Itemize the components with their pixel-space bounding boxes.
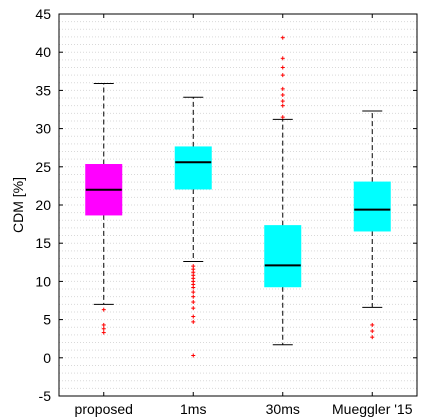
- outlier-point: [191, 285, 196, 290]
- outlier-point: [280, 115, 285, 120]
- y-tick-label: 0: [43, 350, 51, 366]
- outlier-point: [191, 290, 196, 295]
- outlier-point: [191, 300, 196, 305]
- outlier-point: [101, 330, 106, 335]
- y-axis: -5 0 5 10 15 20 25 30 35 40 45: [35, 6, 417, 404]
- outlier-point: [280, 56, 285, 61]
- outlier-point: [191, 353, 196, 358]
- y-tick-label: 20: [35, 197, 51, 213]
- outlier-point: [191, 294, 196, 299]
- box-0: [85, 83, 123, 335]
- outlier-point: [191, 319, 196, 324]
- y-tick-label: -5: [39, 388, 52, 404]
- outlier-point: [101, 307, 106, 312]
- y-tick-label: 25: [35, 159, 51, 175]
- x-tick-label: 1ms: [180, 401, 206, 417]
- y-tick-label: 15: [35, 235, 51, 251]
- x-tick-label: 30ms: [266, 401, 300, 417]
- outlier-point: [280, 92, 285, 97]
- outlier-point: [370, 329, 375, 334]
- y-tick-label: 35: [35, 82, 51, 98]
- box-body: [174, 146, 212, 190]
- x-tick-label: proposed: [75, 401, 133, 417]
- y-tick-label: 10: [35, 273, 51, 289]
- outlier-point: [370, 322, 375, 327]
- outlier-point: [191, 314, 196, 319]
- box-body: [353, 181, 391, 232]
- boxes: [85, 35, 391, 358]
- outlier-point: [370, 335, 375, 340]
- box-2: [264, 35, 302, 346]
- box-1: [174, 96, 212, 358]
- box-body: [264, 225, 302, 288]
- y-tick-label: 40: [35, 44, 51, 60]
- y-tick-label: 45: [35, 6, 51, 22]
- y-tick-label: 30: [35, 121, 51, 137]
- outlier-point: [280, 65, 285, 70]
- outlier-point: [101, 326, 106, 331]
- x-axis: proposed 1ms 30ms Mueggler '15: [75, 14, 413, 417]
- y-axis-label: CDM [%]: [10, 177, 26, 233]
- x-tick-label: Mueggler '15: [332, 401, 413, 417]
- box-3: [353, 110, 391, 340]
- outlier-point: [280, 86, 285, 91]
- outlier-point: [101, 322, 106, 327]
- y-tick-label: 5: [43, 312, 51, 328]
- outlier-point: [280, 99, 285, 104]
- outlier-point: [280, 103, 285, 108]
- outlier-point: [280, 73, 285, 78]
- outlier-point: [280, 35, 285, 40]
- outlier-point: [191, 306, 196, 311]
